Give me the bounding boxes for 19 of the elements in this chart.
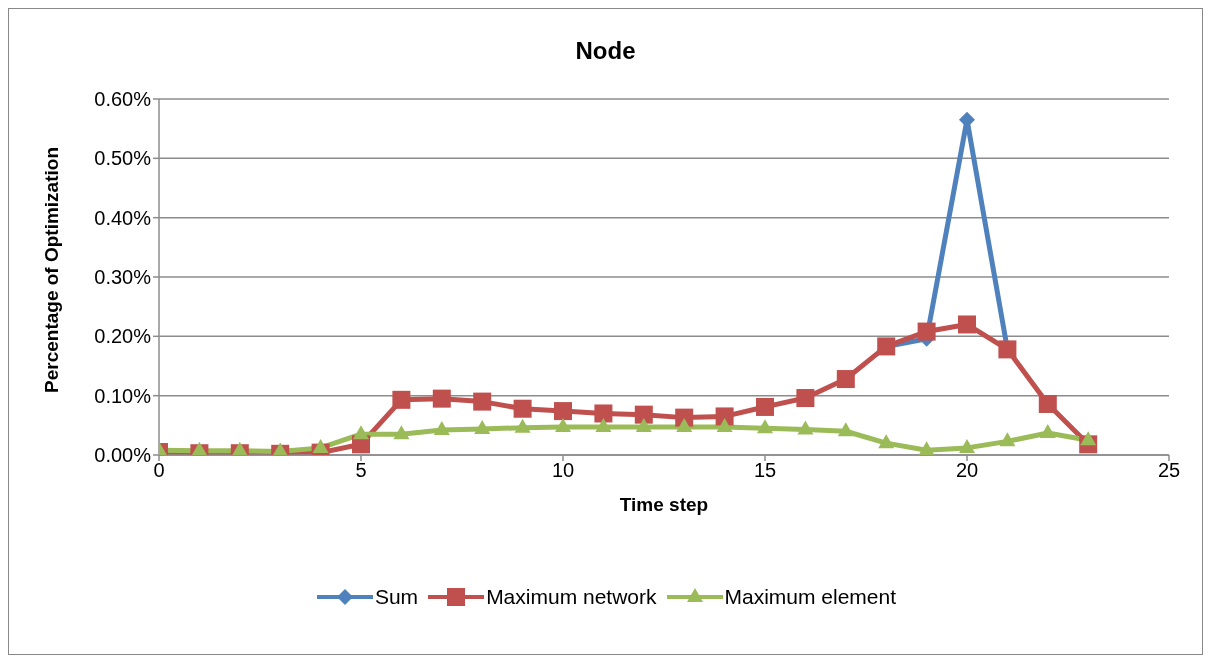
y-axis-title: Percentage of Optimization	[41, 147, 63, 393]
y-tick-label: 0.10%	[94, 384, 152, 407]
y-tick-label: 0.60%	[94, 88, 152, 111]
x-tick-label: 5	[355, 459, 367, 482]
x-tick-label: 25	[1157, 459, 1181, 482]
x-axis-title: Time step	[619, 494, 709, 515]
x-tick-label: 20	[955, 459, 979, 482]
x-tick-label: 10	[551, 459, 575, 482]
y-tick-label: 0.00%	[94, 444, 152, 467]
y-tick-label: 0.20%	[94, 325, 152, 348]
legend-label: Maximum network	[486, 585, 657, 609]
y-tick-label: 0.40%	[94, 206, 152, 229]
chart-title: Node	[574, 36, 637, 66]
legend-label: Maximum element	[724, 585, 897, 609]
x-tick-label: 15	[753, 459, 777, 482]
y-tick-label: 0.30%	[94, 266, 152, 289]
legend-label: Sum	[374, 585, 419, 609]
y-tick-label: 0.50%	[94, 147, 152, 170]
x-tick-label: 0	[153, 459, 165, 482]
